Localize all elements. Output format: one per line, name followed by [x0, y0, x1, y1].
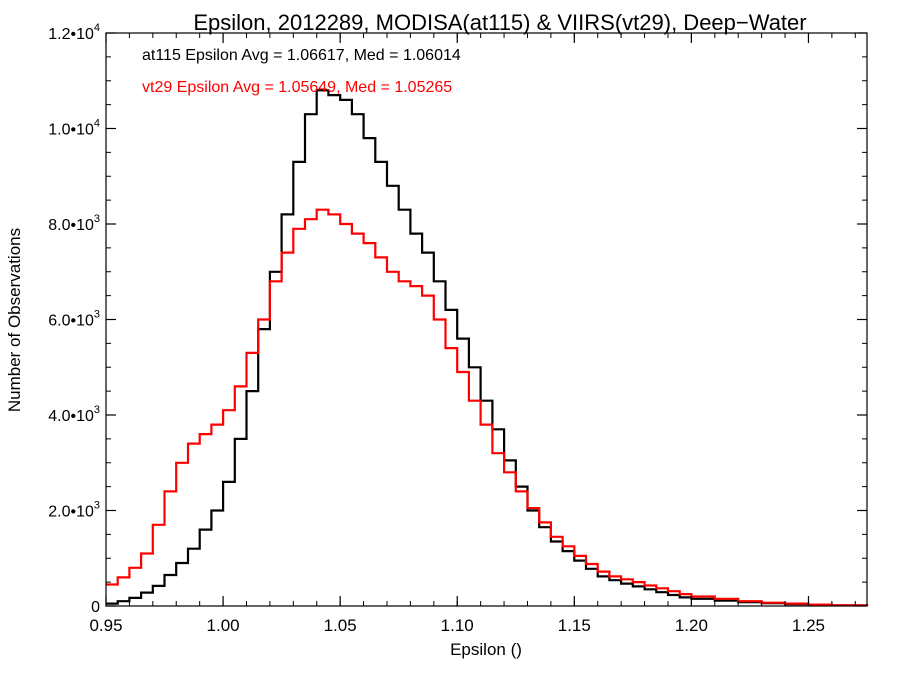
y-tick-label: 6.0•103 [48, 309, 100, 330]
x-tick-label: 1.10 [441, 616, 474, 635]
annotation-vt29: vt29 Epsilon Avg = 1.05649, Med = 1.0526… [142, 79, 452, 96]
x-tick-label: 1.15 [558, 616, 591, 635]
chart-title: Epsilon, 2012289, MODISA(at115) & VIIRS(… [193, 10, 806, 35]
y-tick-label: 4.0•103 [48, 404, 100, 425]
x-tick-label: 0.95 [89, 616, 122, 635]
series-layer [106, 89, 869, 607]
y-axis-label: Number of Observations [5, 228, 24, 412]
x-axis-label: Epsilon () [450, 640, 522, 659]
y-axis: 0 2.0•103 4.0•103 6.0•103 8.0•103 1.0•104 1.2•… [48, 22, 867, 616]
x-tick-label: 1.25 [792, 616, 825, 635]
series-line-at115 [106, 89, 869, 607]
x-tick-label: 1.05 [324, 616, 357, 635]
y-tick-label: 8.0•103 [48, 213, 100, 234]
plot-frame [105, 32, 868, 607]
x-tick-label: 1.20 [675, 616, 708, 635]
y-tick-label: 1.2•104 [48, 22, 100, 43]
x-axis: 0.95 1.00 1.05 1.10 1.15 1.20 1.25 [89, 33, 856, 635]
y-tick-label: 1.0•104 [48, 118, 100, 139]
series-line-vt29 [106, 208, 869, 607]
y-tick-label: 0 [91, 599, 100, 616]
x-tick-label: 1.00 [207, 616, 240, 635]
y-tick-label: 2.0•103 [48, 500, 100, 521]
annotation-at115: at115 Epsilon Avg = 1.06617, Med = 1.060… [142, 47, 461, 64]
